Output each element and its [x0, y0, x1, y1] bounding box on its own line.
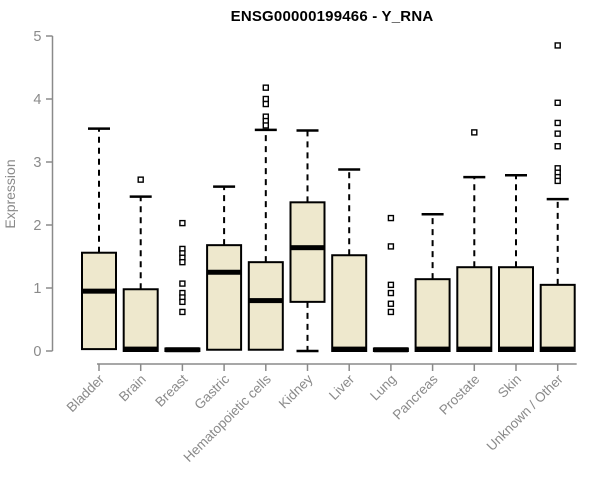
boxplot-lung: [372, 214, 409, 353]
median-line: [332, 346, 367, 352]
x-tick-label-gastric: Gastric: [191, 371, 232, 412]
outlier-point: [387, 243, 395, 250]
outlier-point: [387, 214, 395, 222]
x-tick-label-lung: Lung: [367, 372, 399, 404]
outlier-point: [554, 143, 561, 150]
x-tick-label-brain: Brain: [116, 372, 149, 405]
boxplot-kidney: [289, 129, 326, 353]
boxplot-bladder: [81, 127, 117, 351]
median-line: [123, 346, 158, 352]
outlier-point: [387, 289, 395, 297]
outlier-point: [262, 84, 269, 91]
iqr-box: [414, 278, 451, 352]
x-tick-label-kidney: Kidney: [276, 371, 316, 411]
outlier-point: [179, 258, 186, 266]
median-line: [165, 347, 200, 353]
outlier-point: [137, 176, 144, 183]
y-tick-label-5: 5: [33, 29, 41, 45]
x-tick-label-skin: Skin: [495, 372, 524, 401]
y-tick-label-4: 4: [33, 92, 41, 108]
median-line: [207, 269, 242, 275]
outlier-point: [179, 280, 186, 287]
y-tick-label-0: 0: [33, 344, 41, 360]
boxplot-skin: [498, 173, 534, 352]
outlier-point: [387, 308, 395, 316]
median-line: [499, 346, 533, 352]
chart-title: ENSG00000199466 - Y_RNA: [230, 8, 434, 25]
y-axis: 0 1 2 3 4 5: [33, 29, 54, 360]
median-line: [290, 245, 325, 251]
y-tick-label-2: 2: [33, 218, 41, 234]
outlier-point: [262, 95, 269, 103]
iqr-box: [498, 266, 534, 352]
median-line: [457, 346, 492, 352]
x-tick-label-liver: Liver: [326, 371, 358, 403]
outlier-point: [179, 298, 186, 306]
outlier-point: [554, 130, 561, 137]
boxplot-unknown-other: [539, 42, 576, 353]
x-tick-label-breast: Breast: [152, 371, 190, 409]
iqr-box: [247, 261, 284, 351]
outlier-point: [179, 308, 186, 316]
median-line: [82, 288, 116, 294]
y-tick-label-1: 1: [33, 281, 41, 297]
outlier-point: [554, 99, 561, 106]
iqr-box: [122, 288, 159, 353]
outlier-point: [262, 100, 269, 108]
x-tick-label-prostate: Prostate: [436, 372, 482, 418]
boxplot-gastric: [206, 185, 243, 351]
x-tick-label-bladder: Bladder: [64, 371, 108, 415]
x-tick-label-unknown-other: Unknown / Other: [484, 371, 567, 454]
outlier-point: [262, 122, 269, 129]
boxplot-brain: [122, 176, 159, 353]
outlier-point: [554, 177, 561, 185]
iqr-box: [289, 201, 326, 303]
median-line: [373, 347, 408, 353]
boxplot-breast: [164, 219, 201, 353]
boxplot-pancreas: [414, 213, 451, 352]
y-tick-label-3: 3: [33, 155, 41, 171]
boxplot-liver: [331, 168, 368, 353]
outlier-point: [554, 42, 561, 49]
outlier-point: [387, 281, 395, 289]
iqr-box: [539, 283, 576, 353]
median-line: [248, 298, 283, 304]
outlier-point: [554, 119, 561, 127]
x-tick-label-pancreas: Pancreas: [390, 371, 441, 422]
outlier-point: [387, 300, 395, 307]
iqr-box: [456, 266, 493, 352]
outlier-point: [179, 219, 186, 227]
iqr-box: [81, 251, 117, 351]
boxplot-prostate: [456, 129, 493, 352]
iqr-box: [331, 254, 368, 353]
boxplot-hematopoietic-cells: [247, 84, 284, 351]
outlier-point: [471, 129, 478, 136]
median-line: [540, 346, 575, 352]
iqr-box: [206, 244, 243, 351]
median-line: [415, 346, 450, 352]
